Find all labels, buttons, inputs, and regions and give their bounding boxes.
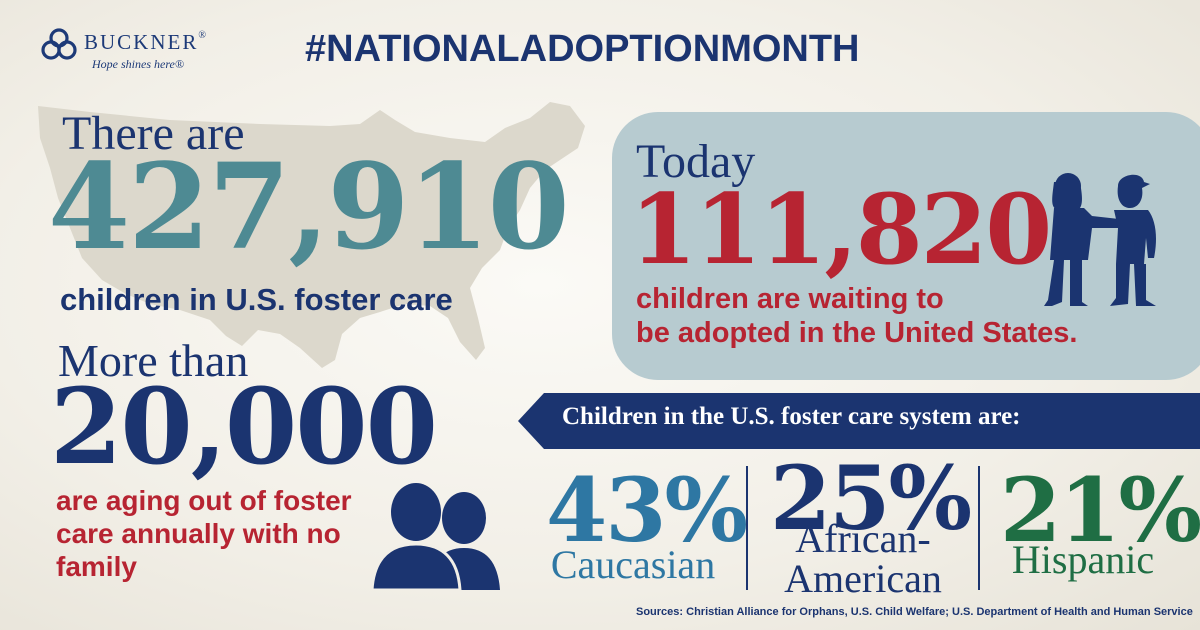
hashtag-suffix: MONTH [720, 28, 860, 70]
aging-label: are aging out of foster care annually wi… [56, 485, 352, 582]
demographics-banner [518, 393, 1200, 449]
us-map-icon [38, 102, 585, 368]
waiting-panel [612, 112, 1200, 380]
hashtag-title: #NATIONALADOPTIONMONTH [305, 28, 860, 71]
pct-african-american-label-line2: American [784, 556, 942, 601]
logo-name: BUCKNER® [84, 30, 208, 54]
pct-african-american-value: 25% [770, 446, 972, 550]
sources-note: Sources: Christian Alliance for Orphans,… [636, 606, 1193, 618]
hashtag-prefix: #NATIONAL [305, 28, 520, 70]
waiting-intro: Today [636, 135, 756, 188]
pct-african-american-label: African- American [760, 519, 966, 599]
logo-tagline: Hope shines here® [92, 57, 184, 71]
pct-african-american-label-line1: African- [795, 516, 931, 561]
divider [746, 466, 748, 590]
aging-count: 20,000 [50, 365, 438, 488]
buckner-logo-icon [41, 28, 77, 60]
foster-count: 427,910 [48, 137, 570, 276]
pct-caucasian-label: Caucasian [550, 542, 716, 587]
pct-hispanic-value: 21% [1000, 458, 1200, 562]
waiting-label-line1: children are waiting to [636, 283, 944, 315]
foster-label: children in U.S. foster care [60, 282, 453, 317]
foster-intro: There are [62, 107, 245, 160]
children-silhouette-icon [1044, 173, 1156, 306]
aging-intro: More than [58, 335, 249, 386]
waiting-count: 111,820 [630, 173, 1052, 286]
two-people-icon [372, 483, 500, 590]
buckner-logo[interactable]: BUCKNER® Hope shines here® [40, 26, 240, 76]
waiting-label: children are waiting to be adopted in th… [636, 282, 1156, 350]
divider [978, 466, 980, 590]
pct-caucasian-value: 43% [546, 458, 748, 562]
waiting-label-line2: be adopted in the United States. [636, 317, 1078, 349]
demographics-heading: Children in the U.S. foster care system … [562, 403, 1021, 430]
hashtag-bold: ADOPTION [519, 28, 721, 70]
pct-hispanic-label: Hispanic [1011, 537, 1155, 582]
